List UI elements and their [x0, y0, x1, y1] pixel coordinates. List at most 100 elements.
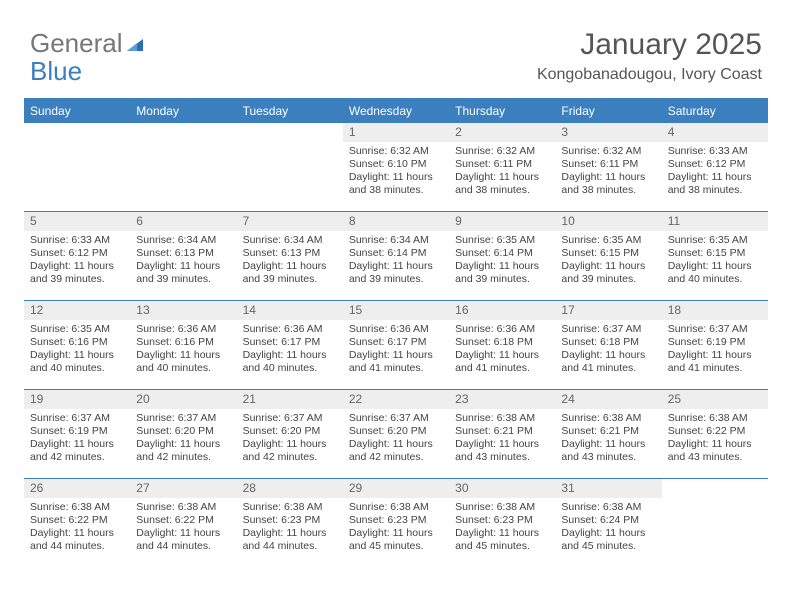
month-title: January 2025: [537, 28, 762, 62]
day-cell: [237, 123, 343, 211]
sunrise-text: Sunrise: 6:33 AM: [30, 234, 124, 247]
day-cell: 5Sunrise: 6:33 AMSunset: 6:12 PMDaylight…: [24, 212, 130, 300]
day-body: Sunrise: 6:38 AMSunset: 6:23 PMDaylight:…: [343, 498, 449, 558]
day-cell: 3Sunrise: 6:32 AMSunset: 6:11 PMDaylight…: [555, 123, 661, 211]
sunset-text: Sunset: 6:21 PM: [455, 425, 549, 438]
sunrise-text: Sunrise: 6:38 AM: [136, 501, 230, 514]
day-number: 24: [555, 390, 661, 409]
day-number: 7: [237, 212, 343, 231]
day-cell: [24, 123, 130, 211]
day-body: Sunrise: 6:37 AMSunset: 6:19 PMDaylight:…: [662, 320, 768, 380]
daylight-text: Daylight: 11 hours and 38 minutes.: [561, 171, 655, 197]
daylight-text: Daylight: 11 hours and 44 minutes.: [30, 527, 124, 553]
header: General January 2025 Kongobanadougou, Iv…: [0, 0, 792, 90]
week-row: 12Sunrise: 6:35 AMSunset: 6:16 PMDayligh…: [24, 300, 768, 389]
day-header: Saturday: [662, 100, 768, 122]
week-row: 5Sunrise: 6:33 AMSunset: 6:12 PMDaylight…: [24, 211, 768, 300]
day-body: [662, 498, 768, 505]
daylight-text: Daylight: 11 hours and 40 minutes.: [668, 260, 762, 286]
day-cell: 13Sunrise: 6:36 AMSunset: 6:16 PMDayligh…: [130, 301, 236, 389]
day-cell: 15Sunrise: 6:36 AMSunset: 6:17 PMDayligh…: [343, 301, 449, 389]
daylight-text: Daylight: 11 hours and 44 minutes.: [136, 527, 230, 553]
day-number: 5: [24, 212, 130, 231]
day-cell: 30Sunrise: 6:38 AMSunset: 6:23 PMDayligh…: [449, 479, 555, 567]
logo-text-general: General: [30, 28, 123, 59]
day-header: Thursday: [449, 100, 555, 122]
sunset-text: Sunset: 6:10 PM: [349, 158, 443, 171]
daylight-text: Daylight: 11 hours and 45 minutes.: [561, 527, 655, 553]
day-number: [24, 123, 130, 142]
day-number: 12: [24, 301, 130, 320]
daylight-text: Daylight: 11 hours and 42 minutes.: [243, 438, 337, 464]
day-number: 3: [555, 123, 661, 142]
calendar: SundayMondayTuesdayWednesdayThursdayFrid…: [24, 98, 768, 567]
daylight-text: Daylight: 11 hours and 41 minutes.: [561, 349, 655, 375]
day-body: [130, 142, 236, 149]
daylight-text: Daylight: 11 hours and 39 minutes.: [561, 260, 655, 286]
sunrise-text: Sunrise: 6:38 AM: [455, 501, 549, 514]
day-number: 22: [343, 390, 449, 409]
day-body: Sunrise: 6:37 AMSunset: 6:19 PMDaylight:…: [24, 409, 130, 469]
sunrise-text: Sunrise: 6:37 AM: [30, 412, 124, 425]
day-number: 14: [237, 301, 343, 320]
daylight-text: Daylight: 11 hours and 41 minutes.: [349, 349, 443, 375]
daylight-text: Daylight: 11 hours and 42 minutes.: [136, 438, 230, 464]
sunset-text: Sunset: 6:20 PM: [349, 425, 443, 438]
day-cell: 27Sunrise: 6:38 AMSunset: 6:22 PMDayligh…: [130, 479, 236, 567]
sunset-text: Sunset: 6:12 PM: [668, 158, 762, 171]
day-number: 18: [662, 301, 768, 320]
sunset-text: Sunset: 6:24 PM: [561, 514, 655, 527]
sunrise-text: Sunrise: 6:38 AM: [561, 412, 655, 425]
day-number: 27: [130, 479, 236, 498]
day-body: Sunrise: 6:35 AMSunset: 6:14 PMDaylight:…: [449, 231, 555, 291]
sunrise-text: Sunrise: 6:36 AM: [349, 323, 443, 336]
logo-flag-icon: [125, 33, 147, 55]
day-number: 28: [237, 479, 343, 498]
title-block: January 2025 Kongobanadougou, Ivory Coas…: [537, 28, 762, 84]
sunset-text: Sunset: 6:11 PM: [455, 158, 549, 171]
day-cell: 16Sunrise: 6:36 AMSunset: 6:18 PMDayligh…: [449, 301, 555, 389]
day-number: 10: [555, 212, 661, 231]
day-body: Sunrise: 6:38 AMSunset: 6:24 PMDaylight:…: [555, 498, 661, 558]
day-number: 26: [24, 479, 130, 498]
day-body: Sunrise: 6:36 AMSunset: 6:17 PMDaylight:…: [343, 320, 449, 380]
day-cell: 12Sunrise: 6:35 AMSunset: 6:16 PMDayligh…: [24, 301, 130, 389]
sunrise-text: Sunrise: 6:32 AM: [561, 145, 655, 158]
day-body: [24, 142, 130, 149]
day-body: Sunrise: 6:34 AMSunset: 6:14 PMDaylight:…: [343, 231, 449, 291]
day-header-row: SundayMondayTuesdayWednesdayThursdayFrid…: [24, 100, 768, 122]
day-body: Sunrise: 6:38 AMSunset: 6:22 PMDaylight:…: [662, 409, 768, 469]
sunrise-text: Sunrise: 6:35 AM: [455, 234, 549, 247]
day-number: [237, 123, 343, 142]
day-body: Sunrise: 6:35 AMSunset: 6:15 PMDaylight:…: [555, 231, 661, 291]
sunrise-text: Sunrise: 6:35 AM: [30, 323, 124, 336]
sunrise-text: Sunrise: 6:37 AM: [668, 323, 762, 336]
sunrise-text: Sunrise: 6:36 AM: [136, 323, 230, 336]
sunrise-text: Sunrise: 6:37 AM: [243, 412, 337, 425]
sunset-text: Sunset: 6:18 PM: [455, 336, 549, 349]
sunrise-text: Sunrise: 6:34 AM: [243, 234, 337, 247]
sunset-text: Sunset: 6:13 PM: [136, 247, 230, 260]
sunrise-text: Sunrise: 6:36 AM: [243, 323, 337, 336]
sunset-text: Sunset: 6:23 PM: [349, 514, 443, 527]
day-number: [662, 479, 768, 498]
day-body: Sunrise: 6:35 AMSunset: 6:16 PMDaylight:…: [24, 320, 130, 380]
sunrise-text: Sunrise: 6:35 AM: [561, 234, 655, 247]
daylight-text: Daylight: 11 hours and 44 minutes.: [243, 527, 337, 553]
day-body: Sunrise: 6:34 AMSunset: 6:13 PMDaylight:…: [237, 231, 343, 291]
sunset-text: Sunset: 6:22 PM: [30, 514, 124, 527]
daylight-text: Daylight: 11 hours and 45 minutes.: [349, 527, 443, 553]
day-number: 30: [449, 479, 555, 498]
week-row: 1Sunrise: 6:32 AMSunset: 6:10 PMDaylight…: [24, 122, 768, 211]
day-body: Sunrise: 6:37 AMSunset: 6:20 PMDaylight:…: [130, 409, 236, 469]
day-cell: 7Sunrise: 6:34 AMSunset: 6:13 PMDaylight…: [237, 212, 343, 300]
sunrise-text: Sunrise: 6:38 AM: [30, 501, 124, 514]
sunset-text: Sunset: 6:20 PM: [243, 425, 337, 438]
day-cell: 2Sunrise: 6:32 AMSunset: 6:11 PMDaylight…: [449, 123, 555, 211]
day-number: 21: [237, 390, 343, 409]
sunset-text: Sunset: 6:15 PM: [561, 247, 655, 260]
day-body: Sunrise: 6:37 AMSunset: 6:20 PMDaylight:…: [237, 409, 343, 469]
day-number: 17: [555, 301, 661, 320]
sunset-text: Sunset: 6:16 PM: [30, 336, 124, 349]
sunset-text: Sunset: 6:17 PM: [243, 336, 337, 349]
